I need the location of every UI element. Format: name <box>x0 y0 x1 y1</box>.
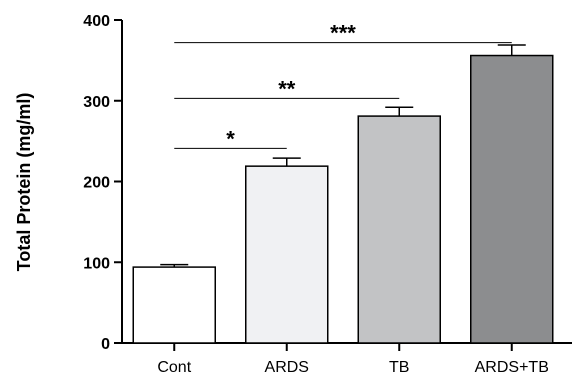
y-tick-label: 0 <box>101 336 110 353</box>
significance-label: ** <box>278 76 296 101</box>
x-tick-label: ARDS+TB <box>475 359 549 376</box>
x-tick-label: TB <box>389 359 409 376</box>
significance-annotations: ****** <box>174 21 512 151</box>
bar <box>470 54 554 344</box>
x-tick-label: Cont <box>157 359 191 376</box>
significance-label: *** <box>330 21 356 46</box>
bar <box>245 165 329 344</box>
bar <box>357 115 441 344</box>
y-tick-label: 100 <box>83 255 110 272</box>
y-tick-label: 300 <box>83 94 110 111</box>
significance-label: * <box>226 126 235 151</box>
x-tick-label: ARDS <box>265 359 309 376</box>
y-tick-label: 200 <box>83 175 110 192</box>
y-axis: 0 100 200 300 400 <box>83 13 123 353</box>
x-axis: Cont ARDS TB ARDS+TB <box>122 342 572 376</box>
error-bars <box>160 44 526 268</box>
y-tick-label: 400 <box>83 13 110 30</box>
y-axis-label: Total Protein (mg/ml) <box>14 93 34 272</box>
bar <box>132 266 216 344</box>
bars <box>132 54 554 344</box>
